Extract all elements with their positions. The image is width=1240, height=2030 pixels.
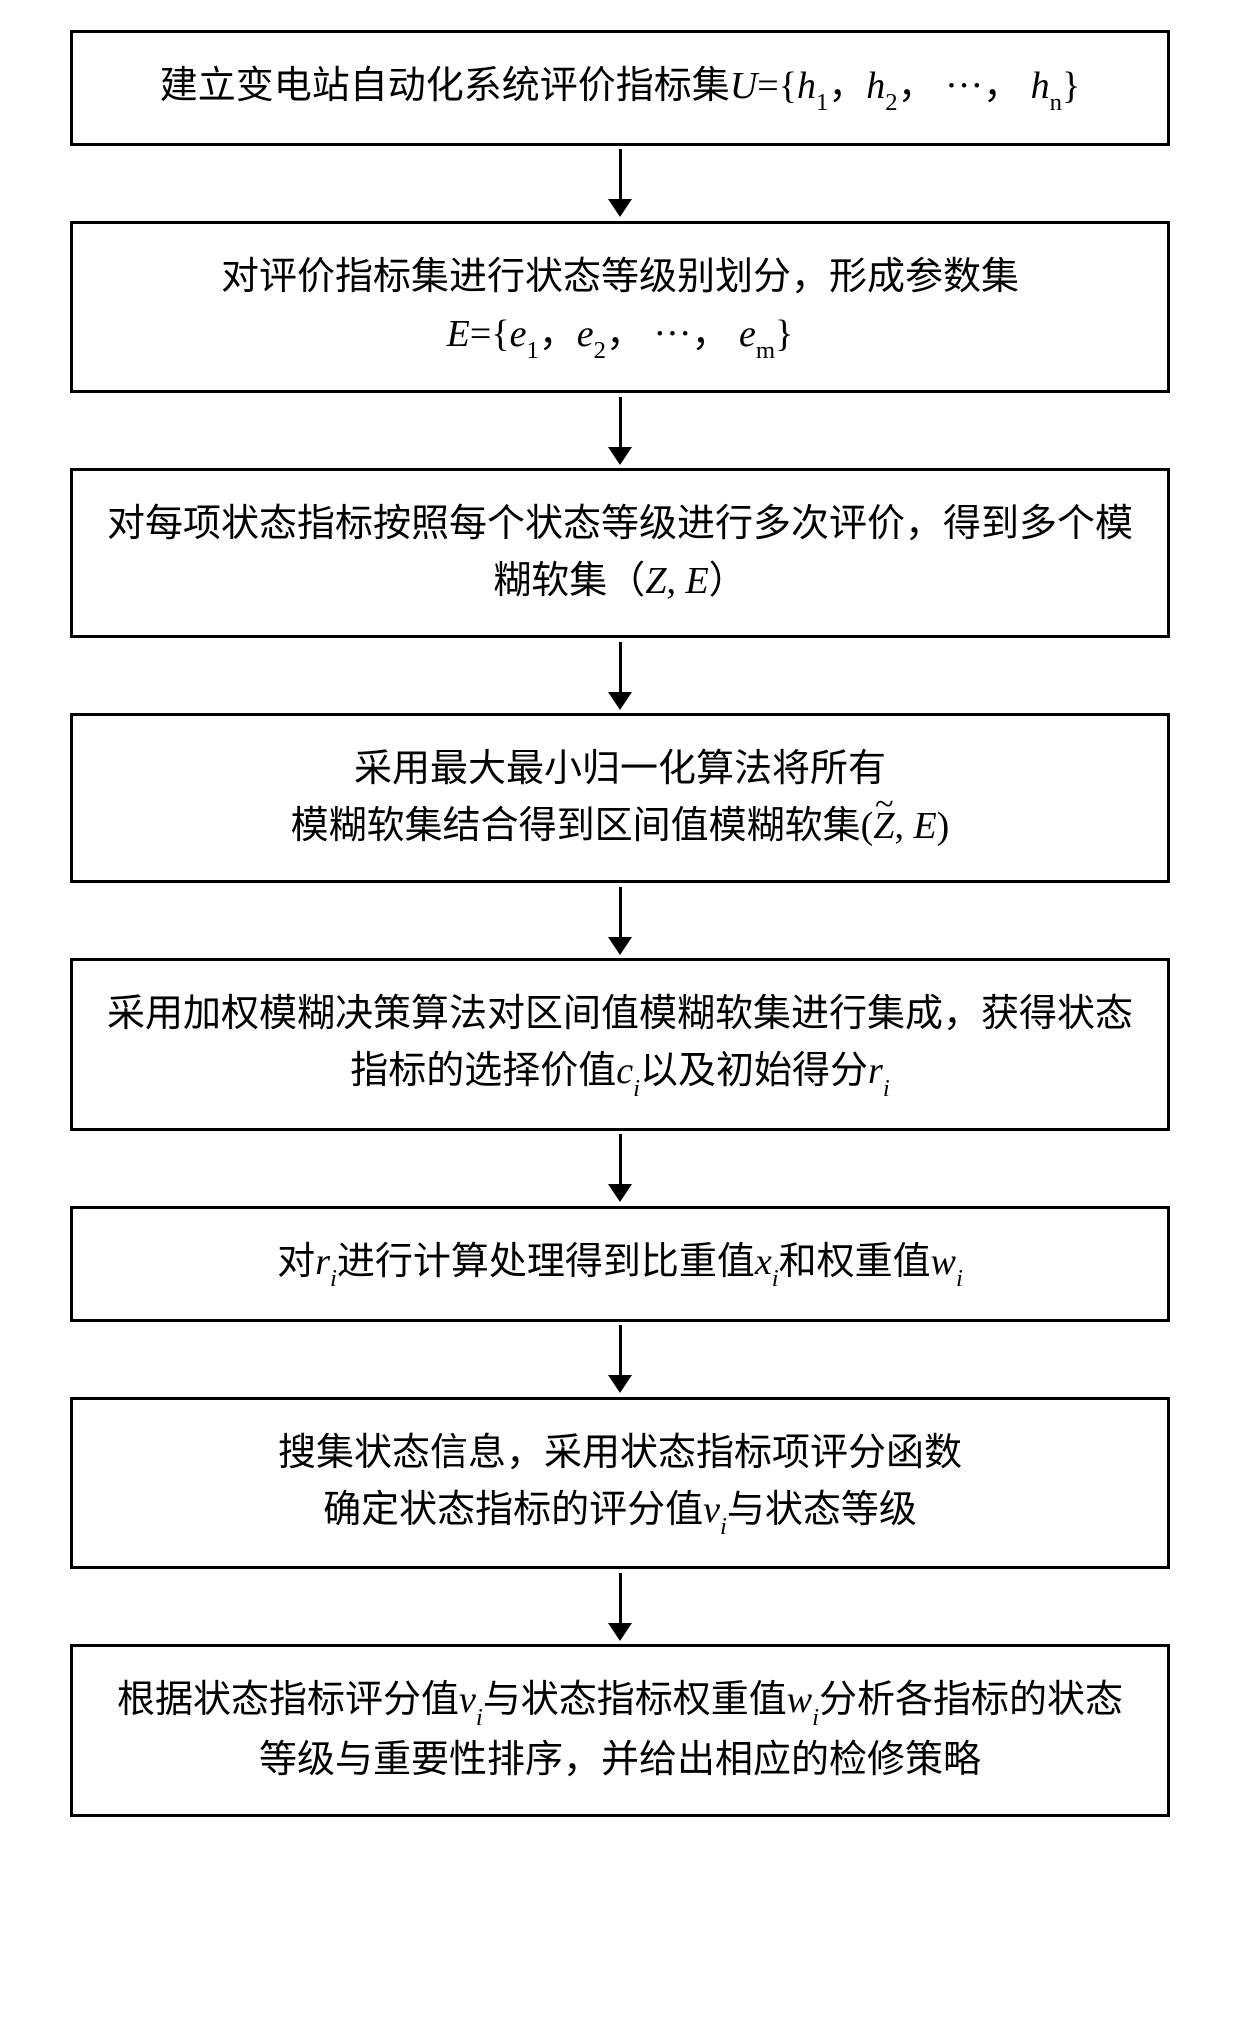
arrow-down-icon <box>608 1322 632 1397</box>
arrow-shaft <box>619 149 622 199</box>
arrow-down-icon <box>608 1569 632 1644</box>
flowchart-container: 建立变电站自动化系统评价指标集U={h1，h2， ···， hn} 对评价指标集进… <box>60 30 1180 1817</box>
node-text: 搜集状态信息，采用状态指标项评分函数确定状态指标的评分值vi与状态等级 <box>278 1425 962 1542</box>
arrow-head <box>608 1623 632 1641</box>
arrow-head <box>608 1375 632 1393</box>
arrow-shaft <box>619 1325 622 1375</box>
arrow-shaft <box>619 642 622 692</box>
arrow-shaft <box>619 1573 622 1623</box>
arrow-down-icon <box>608 393 632 468</box>
arrow-head <box>608 937 632 955</box>
arrow-shaft <box>619 397 622 447</box>
flowchart-node-step5: 采用加权模糊决策算法对区间值模糊软集进行集成，获得状态指标的选择价值ci以及初始… <box>70 958 1170 1131</box>
node-text: 建立变电站自动化系统评价指标集U={h1，h2， ···， hn} <box>160 58 1080 118</box>
flowchart-node-step6: 对ri进行计算处理得到比重值xi和权重值wi <box>70 1206 1170 1322</box>
arrow-head <box>608 692 632 710</box>
flowchart-node-step3: 对每项状态指标按照每个状态等级进行多次评价，得到多个模糊软集（Z, E） <box>70 468 1170 638</box>
arrow-shaft <box>619 1134 622 1184</box>
arrow-shaft <box>619 887 622 937</box>
flowchart-node-step8: 根据状态指标评分值vi与状态指标权重值wi分析各指标的状态等级与重要性排序，并给… <box>70 1644 1170 1817</box>
node-text: 采用加权模糊决策算法对区间值模糊软集进行集成，获得状态指标的选择价值ci以及初始… <box>103 986 1137 1103</box>
flowchart-node-step4: 采用最大最小归一化算法将所有模糊软集结合得到区间值模糊软集(Z, E) <box>70 713 1170 883</box>
node-text: 对ri进行计算处理得到比重值xi和权重值wi <box>277 1234 963 1294</box>
flowchart-node-step2: 对评价指标集进行状态等级别划分，形成参数集E={e1，e2， ···， em} <box>70 221 1170 394</box>
node-text: 采用最大最小归一化算法将所有模糊软集结合得到区间值模糊软集(Z, E) <box>291 741 950 855</box>
arrow-down-icon <box>608 638 632 713</box>
flowchart-node-step7: 搜集状态信息，采用状态指标项评分函数确定状态指标的评分值vi与状态等级 <box>70 1397 1170 1570</box>
node-text: 根据状态指标评分值vi与状态指标权重值wi分析各指标的状态等级与重要性排序，并给… <box>103 1672 1137 1789</box>
node-text: 对每项状态指标按照每个状态等级进行多次评价，得到多个模糊软集（Z, E） <box>103 496 1137 610</box>
flowchart-node-step1: 建立变电站自动化系统评价指标集U={h1，h2， ···， hn} <box>70 30 1170 146</box>
arrow-head <box>608 447 632 465</box>
arrow-head <box>608 199 632 217</box>
arrow-head <box>608 1184 632 1202</box>
arrow-down-icon <box>608 1131 632 1206</box>
arrow-down-icon <box>608 146 632 221</box>
arrow-down-icon <box>608 883 632 958</box>
node-text: 对评价指标集进行状态等级别划分，形成参数集E={e1，e2， ···， em} <box>221 249 1019 366</box>
